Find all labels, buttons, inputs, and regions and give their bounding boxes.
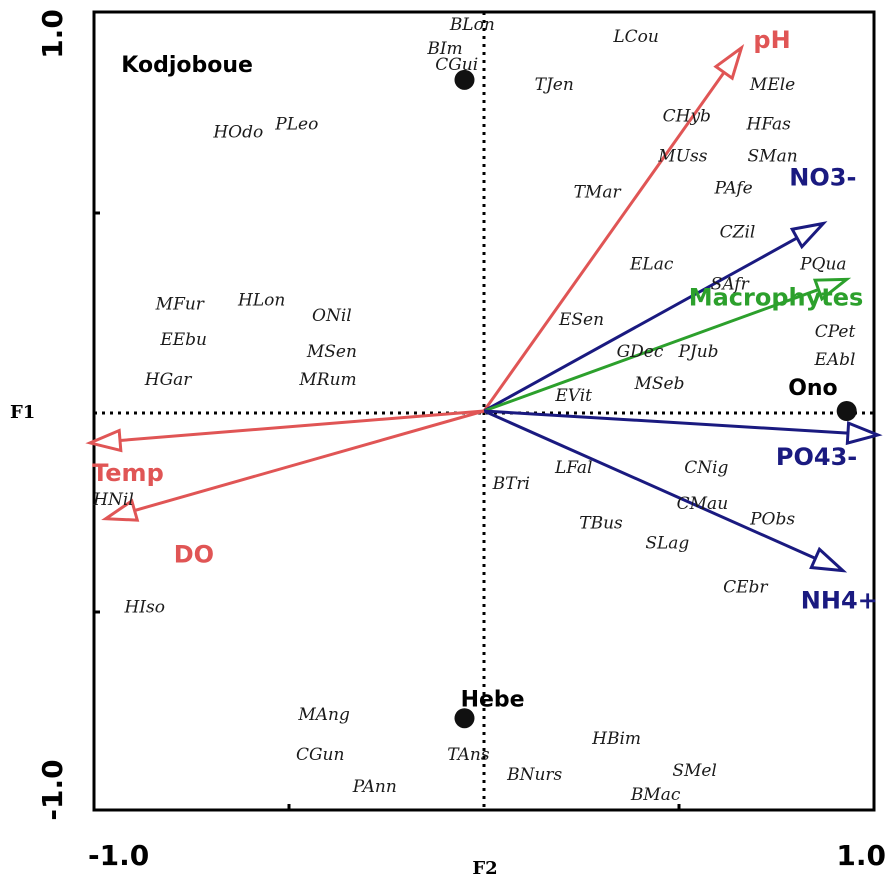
y-axis-label: F1 — [10, 402, 35, 423]
species-label-btri: BTri — [492, 474, 530, 494]
species-label-onil: ONil — [312, 306, 352, 326]
vector-arrowhead-macrophytes — [812, 277, 852, 302]
species-label-hbim: HBim — [591, 729, 641, 749]
species-label-hnil: HNil — [92, 490, 134, 510]
vector-label-temp: Temp — [92, 459, 164, 487]
species-label-muss: MUss — [657, 147, 707, 167]
sites: Kodjoboue Ono Hebe — [121, 53, 857, 729]
species-label-lfal: LFal — [554, 458, 593, 478]
species-label-mseb: MSeb — [634, 374, 685, 394]
vector-arrowhead-temp — [85, 428, 123, 453]
vector-label-nh4: NH4+ — [801, 587, 878, 615]
vector-ph — [482, 71, 726, 412]
species-label-tans: TAns — [447, 745, 490, 765]
species-label-pqua: PQua — [799, 254, 846, 274]
vector-label-po43: PO43- — [776, 443, 857, 471]
species-label-lcou: LCou — [612, 27, 658, 47]
species-label-hiso: HIso — [123, 598, 165, 618]
vector-arrowhead-nh4 — [809, 546, 848, 573]
species-label-cgui: CGui — [435, 55, 478, 75]
y-tick-label-min: -1.0 — [36, 759, 69, 820]
species-label-hlon: HLon — [237, 290, 285, 310]
vector-macrophytes — [483, 288, 820, 413]
vector-label-no3: NO3- — [789, 163, 856, 191]
vector-arrowhead-po43 — [845, 420, 883, 446]
species-label-czil: CZil — [720, 222, 756, 242]
species-label-hgar: HGar — [144, 370, 193, 390]
species-label-hodo: HOdo — [212, 123, 263, 143]
species-label-msen: MSen — [306, 342, 357, 362]
species-label-elac: ELac — [629, 254, 674, 274]
species-label-cmau: CMau — [677, 494, 729, 514]
vector-label-ph: pH — [753, 26, 790, 54]
x-tick-label-min: -1.0 — [88, 839, 149, 872]
vector-temp — [119, 409, 485, 442]
species-label-smel: SMel — [672, 761, 717, 781]
species-label-bnurs: BNurs — [506, 765, 562, 785]
species-label-tmar: TMar — [574, 183, 622, 203]
species-label-chyb: CHyb — [663, 107, 711, 127]
species-label-slag: SLag — [645, 534, 689, 554]
site-label-hebe: Hebe — [461, 687, 525, 712]
species-label-bmac: BMac — [630, 785, 681, 805]
species-label-mang: MAng — [297, 705, 350, 725]
species-label-pobs: PObs — [749, 510, 795, 530]
species-label-cebr: CEbr — [723, 578, 768, 598]
site-point-ono — [836, 401, 857, 421]
species-label-cpet: CPet — [815, 322, 856, 342]
species-label-cgun: CGun — [296, 745, 345, 765]
environment-vectors: pH NO3- Macrophytes PO43- NH4+ Temp DO — [85, 26, 883, 615]
species-label-tjen: TJen — [535, 75, 574, 95]
species-label-mele: MEle — [749, 75, 795, 95]
species-label-pafe: PAfe — [713, 179, 752, 199]
species-label-cnig: CNig — [684, 458, 728, 478]
species-label-pjub: PJub — [677, 342, 718, 362]
species-label-hfas: HFas — [746, 115, 792, 135]
vector-arrowhead-do — [101, 498, 140, 522]
species-label-safr: SAfr — [711, 274, 750, 294]
x-tick-label-max: 1.0 — [836, 839, 886, 872]
species-label-blon: BLon — [449, 15, 495, 35]
species-label-pleo: PLeo — [274, 115, 318, 135]
species-label-gdec: GDec — [617, 342, 664, 362]
vector-label-do: DO — [174, 541, 214, 569]
site-point-kodjoboue — [454, 69, 475, 90]
species-label-eabl: EAbl — [813, 350, 855, 370]
species-label-mrum: MRum — [298, 370, 356, 390]
vector-no3 — [483, 236, 798, 413]
vector-arrowhead-no3 — [789, 221, 828, 250]
species-label-tbus: TBus — [579, 514, 623, 534]
site-point-hebe — [454, 708, 475, 729]
species-label-pann: PAnn — [352, 777, 397, 797]
x-axis-label: F2 — [472, 858, 497, 879]
species-label-esen: ESen — [558, 310, 604, 330]
axis-ticks — [94, 211, 681, 810]
species-label-mfur: MFur — [155, 294, 205, 314]
site-label-kodjoboue: Kodjoboue — [121, 53, 253, 78]
site-label-ono: Ono — [788, 376, 837, 401]
vector-label-macrophytes: Macrophytes — [689, 283, 864, 311]
vector-nh4 — [483, 409, 816, 560]
vector-arrowhead-ph — [713, 44, 745, 81]
species-label-sman: SMan — [748, 147, 798, 167]
species-label-evit: EVit — [554, 386, 592, 406]
vector-do — [134, 409, 485, 512]
species-label-bim: BIm — [426, 39, 462, 59]
species-label-eebu: EEbu — [159, 330, 207, 350]
y-tick-label-max: 1.0 — [36, 9, 69, 59]
vector-po43 — [483, 409, 849, 435]
